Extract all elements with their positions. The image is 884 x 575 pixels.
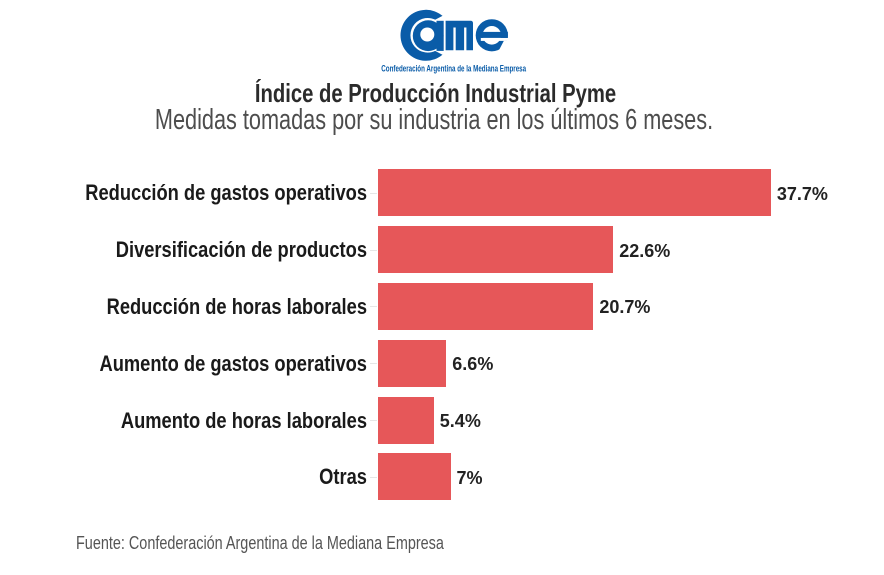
svg-text:Confederación Argentina de la: Confederación Argentina de la Mediana Em… [381,64,526,74]
